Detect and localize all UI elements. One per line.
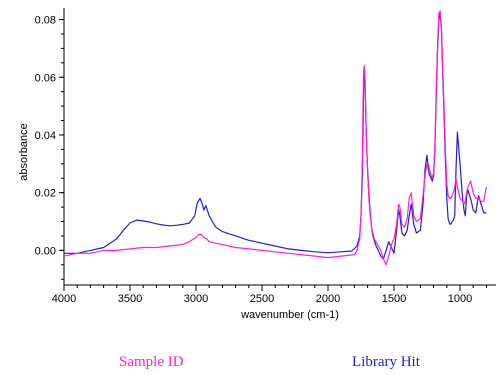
spectrum-chart: 0.08 0.06 0.04 0.02 0.00 4000 3500 3000 2500 2000…	[18, 8, 496, 321]
y-tick-label: 0.08	[35, 15, 56, 27]
legend-sample-id: Sample ID	[119, 354, 184, 370]
x-tick-label: 4000	[52, 293, 76, 305]
plot-area	[63, 8, 496, 286]
series-sample-id	[63, 10, 487, 266]
axis-ticks: 0.08 0.06 0.04 0.02 0.00 4000 3500 3000 2500 2000…	[35, 15, 487, 305]
y-tick-label: 0.00	[35, 245, 56, 257]
x-tick-label: 2000	[316, 293, 340, 305]
x-tick-label: 3500	[118, 293, 142, 305]
y-tick-label: 0.04	[35, 130, 56, 142]
y-tick-label: 0.06	[35, 72, 56, 84]
y-axis-title: absorbance	[18, 123, 30, 181]
x-tick-label: 2500	[250, 293, 274, 305]
x-tick-label: 3000	[184, 293, 208, 305]
x-axis-title: wavenumber (cm-1)	[240, 309, 339, 321]
x-tick-label: 1500	[382, 293, 406, 305]
series-library-hit	[64, 13, 487, 260]
y-tick-label: 0.02	[35, 188, 56, 200]
legend-library-hit: Library Hit	[352, 354, 420, 370]
x-tick-label: 1000	[448, 293, 472, 305]
series-layer	[63, 10, 487, 266]
